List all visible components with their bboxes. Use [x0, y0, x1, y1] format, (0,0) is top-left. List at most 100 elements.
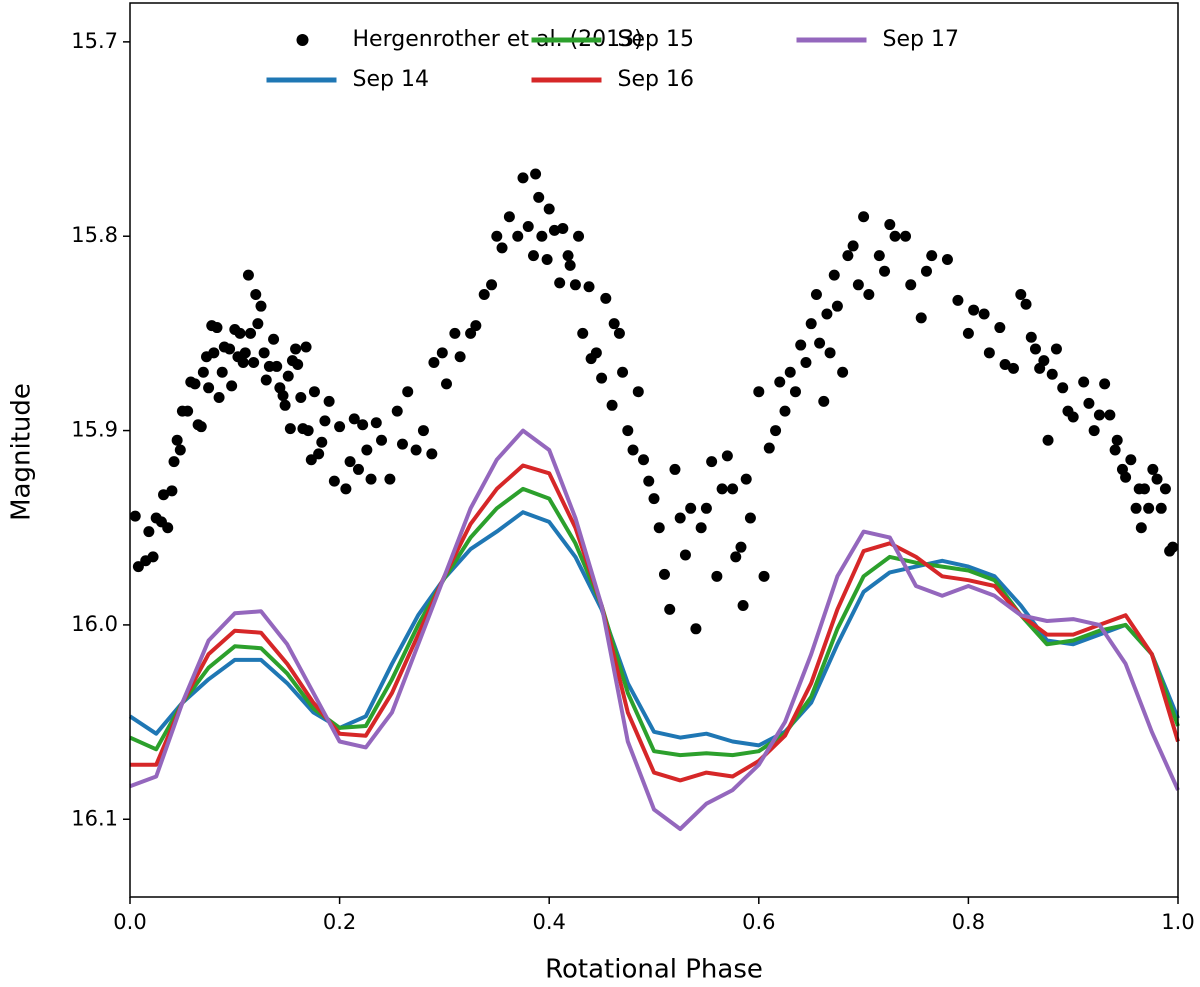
data-point — [319, 415, 331, 427]
data-point — [721, 450, 733, 462]
data-point — [226, 380, 238, 392]
data-point — [753, 386, 765, 398]
data-point — [627, 444, 639, 456]
data-point — [132, 561, 144, 573]
data-point — [282, 370, 294, 382]
data-point — [573, 230, 585, 242]
data-point — [512, 230, 524, 242]
data-point — [234, 327, 246, 339]
data-point — [543, 203, 555, 215]
data-point — [211, 322, 223, 334]
data-point — [758, 570, 770, 582]
data-point — [239, 347, 251, 359]
data-point — [260, 374, 272, 386]
data-point — [784, 366, 796, 378]
data-point — [744, 512, 756, 524]
data-point — [1130, 502, 1142, 514]
data-point — [302, 425, 314, 437]
data-point — [1125, 454, 1137, 466]
data-point — [706, 456, 718, 468]
data-point — [162, 522, 174, 534]
data-point — [1120, 471, 1132, 483]
data-point — [344, 456, 356, 468]
data-point — [143, 526, 155, 538]
data-point — [237, 357, 249, 369]
data-point — [213, 392, 225, 404]
data-point — [1020, 298, 1032, 310]
data-point — [814, 337, 826, 349]
data-point — [328, 475, 340, 487]
data-point — [305, 454, 317, 466]
data-point — [608, 318, 620, 330]
data-point — [1083, 397, 1095, 409]
data-point — [449, 327, 461, 339]
data-point — [250, 289, 262, 301]
data-point — [348, 413, 360, 425]
data-point — [189, 378, 201, 390]
data-line — [129, 486, 1180, 758]
legend-label: Sep 14 — [353, 67, 429, 92]
data-point — [711, 570, 723, 582]
data-point — [271, 360, 283, 372]
x-tick-label: 0.8 — [952, 910, 985, 934]
data-point — [999, 358, 1011, 370]
data-point — [889, 230, 901, 242]
data-point — [800, 357, 812, 369]
data-point — [920, 265, 932, 277]
data-point — [208, 347, 220, 359]
data-point — [968, 304, 980, 316]
data-point — [129, 510, 141, 522]
data-point — [1093, 409, 1105, 421]
data-point — [821, 308, 833, 320]
data-point — [522, 221, 534, 232]
data-point — [818, 395, 830, 407]
data-point — [174, 444, 186, 456]
data-point — [166, 485, 178, 497]
data-point — [182, 405, 194, 417]
data-point — [1029, 343, 1041, 355]
data-point — [831, 300, 843, 312]
data-point — [824, 347, 836, 359]
data-point — [268, 333, 280, 345]
data-point — [503, 211, 515, 223]
data-point — [994, 322, 1006, 334]
data-point — [428, 357, 440, 369]
data-point — [873, 250, 885, 262]
data-point — [795, 339, 807, 351]
data-point — [541, 254, 553, 266]
data-point — [852, 279, 864, 291]
data-point — [292, 358, 304, 370]
data-point — [1151, 473, 1163, 485]
data-point — [486, 279, 498, 291]
data-point — [638, 454, 650, 466]
data-point — [978, 308, 990, 320]
data-point — [245, 327, 257, 339]
data-point — [454, 351, 466, 363]
data-point — [770, 425, 782, 437]
data-point — [295, 392, 307, 404]
data-point — [842, 250, 854, 262]
data-point — [1104, 409, 1116, 421]
data-point — [536, 230, 548, 242]
data-point — [410, 444, 422, 456]
data-point — [195, 421, 207, 433]
data-point — [577, 327, 589, 339]
data-point — [533, 191, 545, 203]
data-point — [596, 372, 608, 384]
data-point — [370, 417, 382, 429]
data-point — [983, 347, 995, 359]
data-point — [695, 522, 707, 534]
y-tick-label: 16.0 — [71, 612, 118, 636]
data-point — [1046, 368, 1058, 380]
data-point — [248, 357, 260, 369]
legend-label: Sep 16 — [618, 67, 694, 92]
data-point — [258, 347, 270, 359]
data-point — [1135, 522, 1147, 534]
data-point — [858, 211, 870, 223]
data-point — [1159, 483, 1171, 495]
data-point — [197, 366, 209, 378]
y-tick-label: 15.8 — [71, 223, 118, 247]
data-point — [396, 438, 408, 450]
data-point — [1050, 343, 1062, 355]
data-point — [1057, 382, 1069, 394]
